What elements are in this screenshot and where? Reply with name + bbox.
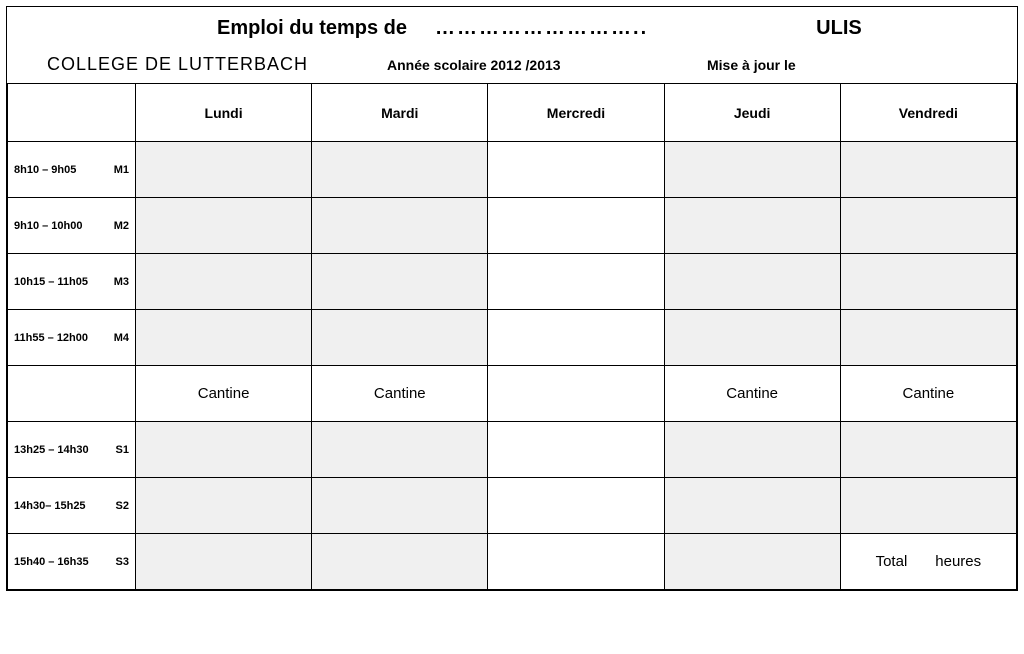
timetable: Lundi Mardi Mercredi Jeudi Vendredi 8h10… — [7, 83, 1017, 590]
slot-cell — [664, 534, 840, 590]
time-range: 14h30– 15h25 — [14, 500, 86, 512]
time-cell-empty — [8, 366, 136, 422]
total-label: Total — [876, 553, 908, 570]
slot-cell — [312, 422, 488, 478]
slot-cell — [840, 142, 1016, 198]
period-code: M4 — [114, 332, 129, 344]
slot-cell — [840, 478, 1016, 534]
slot-cell — [488, 478, 664, 534]
updated-label: Mise à jour le — [707, 57, 796, 73]
time-range: 13h25 – 14h30 — [14, 444, 89, 456]
slot-cell — [664, 254, 840, 310]
lunch-cell: Cantine — [136, 366, 312, 422]
time-cell: 11h55 – 12h00 M4 — [8, 310, 136, 366]
slot-cell — [136, 254, 312, 310]
day-head-1: Mardi — [312, 84, 488, 142]
slot-cell — [664, 478, 840, 534]
period-code: S1 — [116, 444, 129, 456]
day-head-2: Mercredi — [488, 84, 664, 142]
lunch-row: CantineCantineCantineCantine — [8, 366, 1017, 422]
slot-cell — [312, 254, 488, 310]
slot-cell — [664, 422, 840, 478]
time-range: 11h55 – 12h00 — [14, 332, 88, 344]
slot-cell — [488, 422, 664, 478]
time-range: 9h10 – 10h00 — [14, 220, 83, 232]
day-head-0: Lundi — [136, 84, 312, 142]
day-head-3: Jeudi — [664, 84, 840, 142]
table-row: 14h30– 15h25 S2 — [8, 478, 1017, 534]
table-row: 15h40 – 16h35 S3 Total heures — [8, 534, 1017, 590]
slot-cell — [840, 310, 1016, 366]
slot-cell — [136, 198, 312, 254]
school-name: COLLEGE DE LUTTERBACH — [27, 54, 387, 75]
slot-cell: Total heures — [840, 534, 1016, 590]
timetable-sheet: Emploi du temps de ……………………….. ULIS COLL… — [6, 6, 1018, 591]
table-row: 11h55 – 12h00 M4 — [8, 310, 1017, 366]
school-year: Année scolaire 2012 /2013 — [387, 57, 707, 73]
slot-cell — [136, 142, 312, 198]
time-cell: 8h10 – 9h05 M1 — [8, 142, 136, 198]
slot-cell — [840, 254, 1016, 310]
slot-cell — [488, 534, 664, 590]
slot-cell — [488, 142, 664, 198]
table-row: 13h25 – 14h30 S1 — [8, 422, 1017, 478]
slot-cell — [488, 198, 664, 254]
slot-cell — [664, 142, 840, 198]
time-cell: 15h40 – 16h35 S3 — [8, 534, 136, 590]
time-cell: 14h30– 15h25 S2 — [8, 478, 136, 534]
title-prefix: Emploi du temps de — [217, 17, 407, 40]
lunch-cell: Cantine — [664, 366, 840, 422]
period-code: S3 — [116, 556, 129, 568]
header-block: Emploi du temps de ……………………….. ULIS COLL… — [7, 7, 1017, 83]
slot-cell — [840, 198, 1016, 254]
time-cell: 13h25 – 14h30 S1 — [8, 422, 136, 478]
timetable-body: 8h10 – 9h05 M1 9h10 – 10h00 M2 10h15 – 11h05… — [8, 142, 1017, 590]
corner-cell — [8, 84, 136, 142]
title-row: Emploi du temps de ……………………….. ULIS — [27, 17, 997, 40]
slot-cell — [312, 478, 488, 534]
slot-cell — [488, 254, 664, 310]
time-cell: 10h15 – 11h05 M3 — [8, 254, 136, 310]
slot-cell — [312, 142, 488, 198]
period-code: M3 — [114, 276, 129, 288]
slot-cell — [312, 310, 488, 366]
slot-cell — [136, 422, 312, 478]
slot-cell — [840, 422, 1016, 478]
day-head-4: Vendredi — [840, 84, 1016, 142]
title-ulis: ULIS — [816, 17, 862, 40]
slot-cell — [312, 198, 488, 254]
table-row: 8h10 – 9h05 M1 — [8, 142, 1017, 198]
period-code: S2 — [116, 500, 129, 512]
time-range: 15h40 – 16h35 — [14, 556, 89, 568]
slot-cell — [488, 310, 664, 366]
period-code: M1 — [114, 164, 129, 176]
time-range: 8h10 – 9h05 — [14, 164, 76, 176]
slot-cell — [312, 534, 488, 590]
table-row: 9h10 – 10h00 M2 — [8, 198, 1017, 254]
time-cell: 9h10 – 10h00 M2 — [8, 198, 136, 254]
slot-cell — [136, 478, 312, 534]
lunch-cell: Cantine — [312, 366, 488, 422]
slot-cell — [136, 534, 312, 590]
sub-row: COLLEGE DE LUTTERBACH Année scolaire 201… — [27, 54, 997, 83]
lunch-cell: Cantine — [840, 366, 1016, 422]
lunch-cell-empty — [488, 366, 664, 422]
title-dots: ……………………….. — [435, 17, 648, 40]
time-range: 10h15 – 11h05 — [14, 276, 88, 288]
total-unit: heures — [935, 553, 981, 570]
table-row: 10h15 – 11h05 M3 — [8, 254, 1017, 310]
header-row: Lundi Mardi Mercredi Jeudi Vendredi — [8, 84, 1017, 142]
slot-cell — [664, 198, 840, 254]
slot-cell — [664, 310, 840, 366]
slot-cell — [136, 310, 312, 366]
period-code: M2 — [114, 220, 129, 232]
